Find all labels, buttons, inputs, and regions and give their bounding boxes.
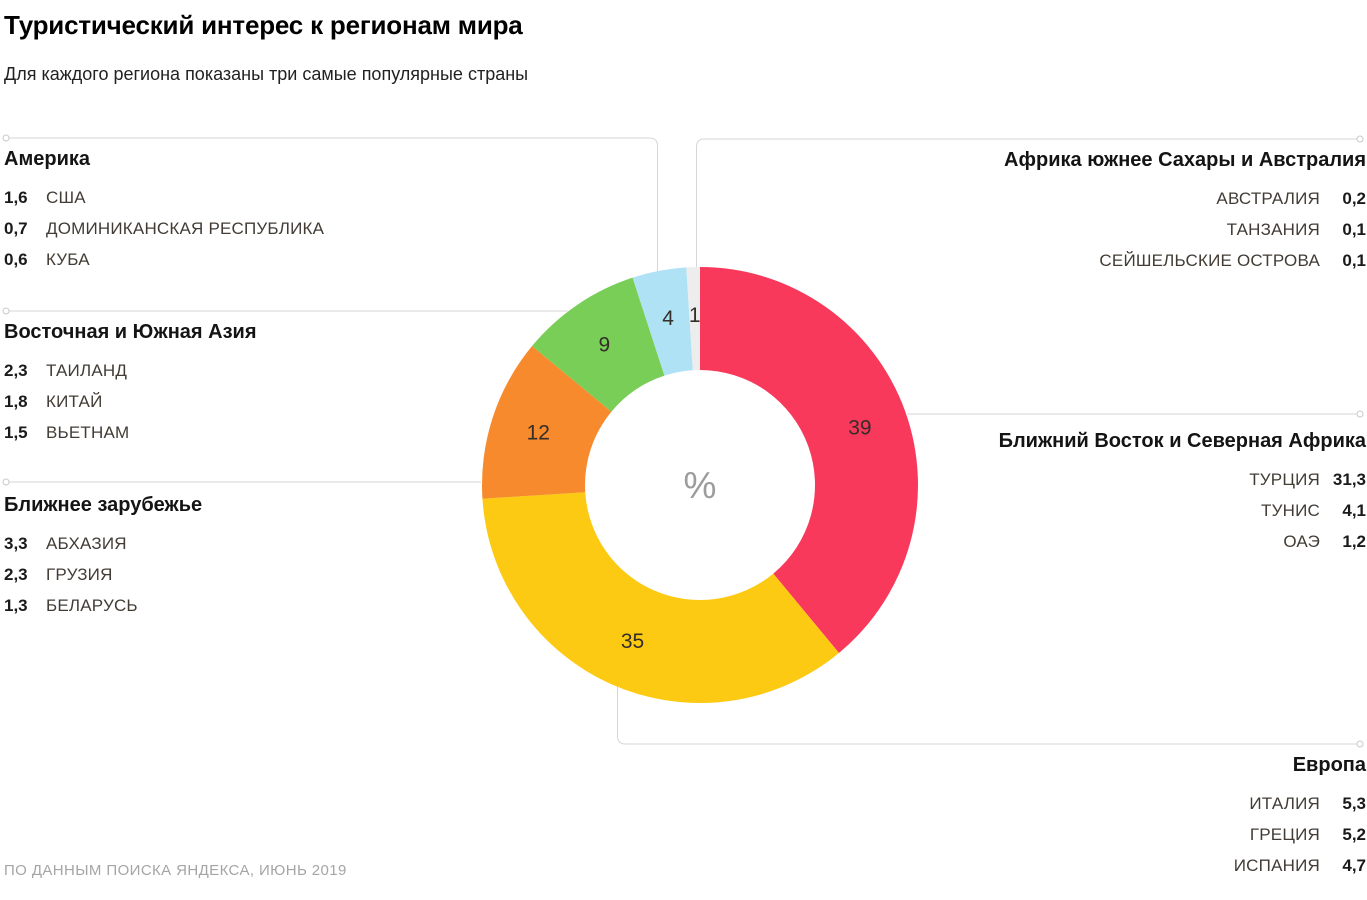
donut-center-percent-label: % [684,465,717,506]
country-name: ИСПАНИЯ [1233,855,1320,875]
region-section-africa-australia: Африка южнее Сахары и Австралия АВСТРАЛИ… [846,147,1366,276]
country-share-value: 1,6 [4,187,28,207]
country-name: ТУНИС [1261,500,1320,520]
donut-segment-labels: 39 35 12 9 4 1 [527,304,872,653]
country-name: СЕЙШЕЛЬСКИЕ ОСТРОВА [1099,250,1320,270]
country-row: СЕЙШЕЛЬСКИЕ ОСТРОВА 0,1 [846,245,1366,276]
country-share-value: 4,7 [1342,855,1366,875]
callout-endpoint-dot [1356,410,1364,418]
region-title: Восточная и Южная Азия [4,321,257,343]
country-row: 0,7 ДОМИНИКАНСКАЯ РЕСПУБЛИКА [4,213,324,244]
callout-endpoint-dot [2,307,10,315]
country-name: ОАЭ [1283,531,1320,551]
callout-endpoint-dot [2,134,10,142]
donut-segment-5 [686,267,700,371]
country-share-value: 0,2 [1342,188,1366,208]
region-title: Африка южнее Сахары и Австралия [1004,149,1366,171]
country-row: 1,8 КИТАЙ [4,386,257,417]
country-name: США [46,187,86,207]
country-share-value: 2,3 [4,360,28,380]
country-row: 2,3 ТАИЛАНД [4,355,257,386]
segment-value-label: 35 [621,630,644,653]
country-name: ИТАЛИЯ [1249,793,1320,813]
region-section-america: Америка 1,6 США 0,7 ДОМИНИКАНСКАЯ РЕСПУБ… [4,146,324,275]
country-row: 2,3 ГРУЗИЯ [4,559,202,590]
country-name: АВСТРАЛИЯ [1216,188,1320,208]
country-share-value: 0,1 [1342,250,1366,270]
segment-value-label: 12 [527,422,550,445]
segment-value-label: 39 [848,416,871,439]
country-name: ТУРЦИЯ [1249,469,1320,489]
country-share-value: 0,6 [4,249,28,269]
country-row: АВСТРАЛИЯ 0,2 [846,183,1366,214]
donut-segment-4 [632,267,693,376]
country-row: ИСПАНИЯ 4,7 [846,850,1366,881]
callout-line-africa-australia [696,138,1357,268]
donut-segment-2 [481,346,612,499]
donut-segment-3 [532,277,665,412]
country-row: ОАЭ 1,2 [846,526,1366,557]
region-title: Ближнее зарубежье [4,494,203,516]
country-name: КИТАЙ [46,391,103,411]
country-name: ДОМИНИКАНСКАЯ РЕСПУБЛИКА [46,218,325,238]
donut-segment-1 [482,492,839,703]
region-section-middle-east: Ближний Восток и Северная Африка ТУРЦИЯ … [846,428,1366,557]
country-row: ГРЕЦИЯ 5,2 [846,819,1366,850]
country-name: ТАНЗАНИЯ [1226,219,1320,239]
region-title: Ближний Восток и Северная Африка [998,430,1366,452]
country-name: БЕЛАРУСЬ [46,595,138,615]
country-share-value: 2,3 [4,564,28,584]
callout-lines [2,134,1364,748]
country-row: ТУРЦИЯ 31,3 [846,464,1366,495]
country-row: 1,5 ВЬЕТНАМ [4,417,257,448]
segment-value-label: 4 [662,307,674,330]
country-name: АБХАЗИЯ [46,533,127,553]
country-name: ГРУЗИЯ [46,564,113,584]
country-row: 1,3 БЕЛАРУСЬ [4,590,202,621]
callout-endpoint-dot [1356,135,1364,143]
country-share-value: 3,3 [4,533,28,553]
country-row: 0,6 КУБА [4,244,324,275]
country-share-value: 1,5 [4,422,28,442]
region-section-near-abroad: Ближнее зарубежье 3,3 АБХАЗИЯ 2,3 ГРУЗИЯ… [4,492,202,621]
country-row: 3,3 АБХАЗИЯ [4,528,202,559]
segment-value-label: 9 [599,333,611,356]
country-share-value: 0,7 [4,218,28,238]
callout-endpoint-dot [1356,740,1364,748]
country-share-value: 1,2 [1342,531,1366,551]
region-title: Европа [1292,754,1366,776]
callout-line-europe [617,655,1357,745]
country-share-value: 5,3 [1342,793,1366,813]
page-subtitle: Для каждого региона показаны три самые п… [4,64,529,84]
country-row: ТУНИС 4,1 [846,495,1366,526]
country-share-value: 1,3 [4,595,28,615]
country-name: КУБА [46,249,90,269]
segment-value-label: 1 [689,304,701,327]
country-share-value: 0,1 [1342,219,1366,239]
country-share-value: 1,8 [4,391,28,411]
country-row: ИТАЛИЯ 5,3 [846,788,1366,819]
country-share-value: 5,2 [1342,824,1366,844]
country-row: ТАНЗАНИЯ 0,1 [846,214,1366,245]
region-section-east-south-asia: Восточная и Южная Азия 2,3 ТАИЛАНД 1,8 К… [4,319,257,448]
region-title: Америка [4,148,91,170]
page-title: Туристический интерес к регионам мира [4,10,523,40]
region-section-europe: Европа ИТАЛИЯ 5,3 ГРЕЦИЯ 5,2 ИСПАНИЯ 4,7 [846,752,1366,881]
callout-line-america [9,137,658,272]
country-share-value: 31,3 [1332,469,1366,489]
country-name: ГРЕЦИЯ [1249,824,1320,844]
donut-segments [481,267,918,703]
country-name: ВЬЕТНАМ [46,422,130,442]
country-share-value: 4,1 [1342,500,1366,520]
country-row: 1,6 США [4,182,324,213]
callout-endpoint-dot [2,478,10,486]
country-name: ТАИЛАНД [46,360,128,380]
donut-segment-0 [700,267,918,653]
data-source-note: ПО ДАННЫМ ПОИСКА ЯНДЕКСА, ИЮНЬ 2019 [4,862,347,879]
